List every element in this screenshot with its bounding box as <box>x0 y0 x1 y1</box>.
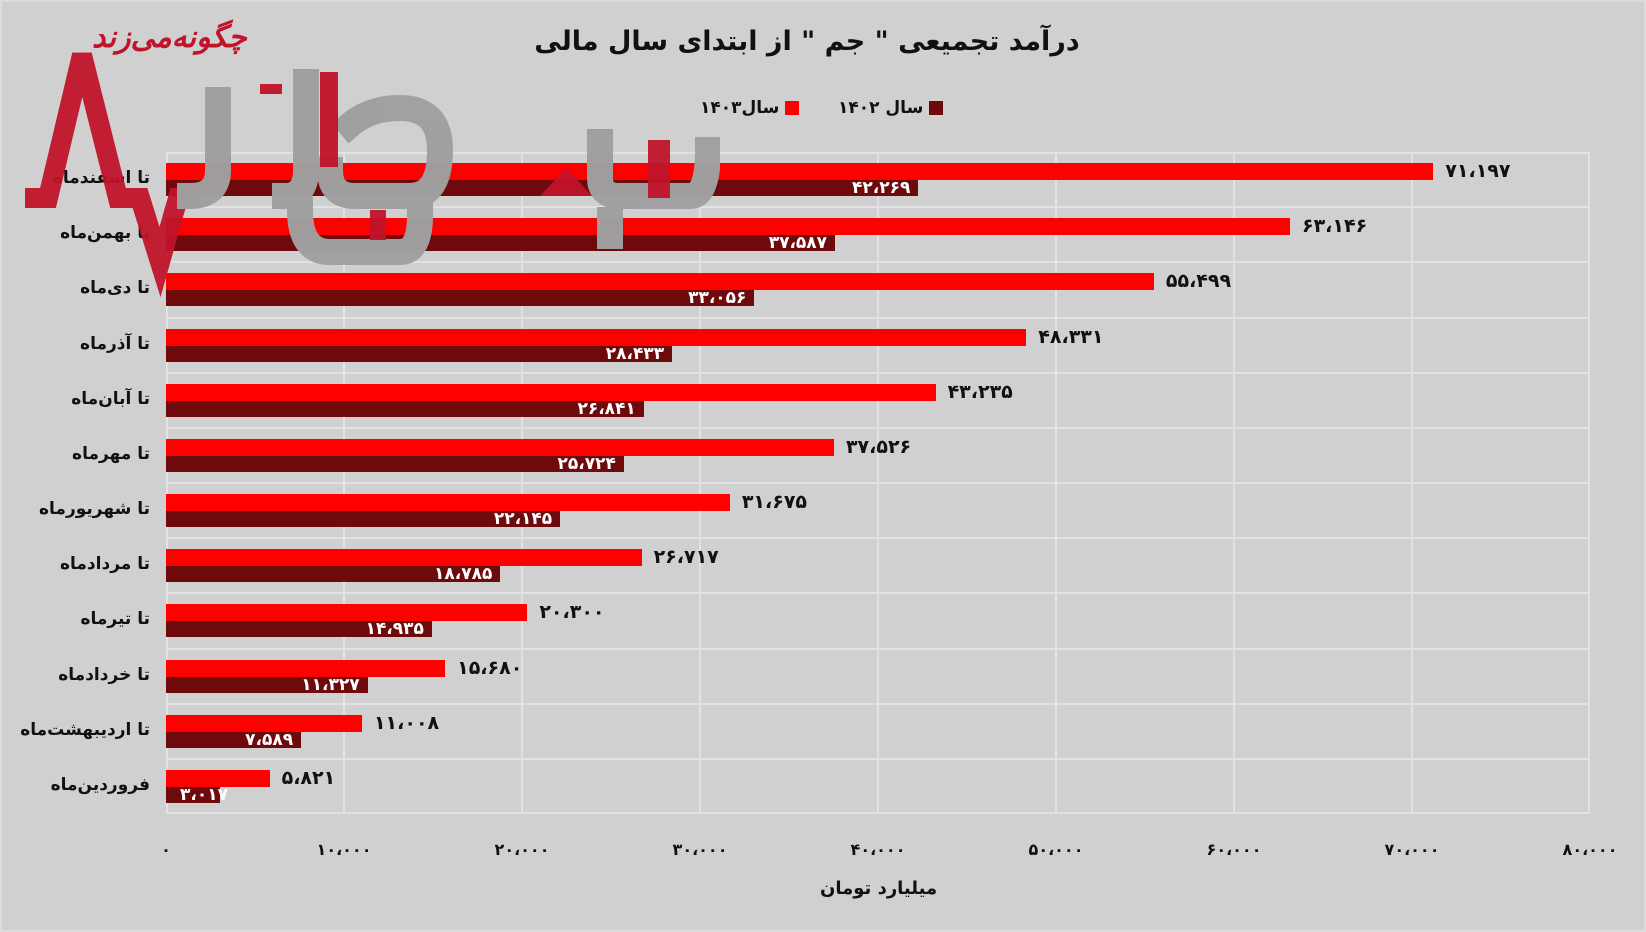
data-label-1403: ۵۵،۴۹۹ <box>1165 270 1232 293</box>
data-label-1403: ۱۵،۶۸۰ <box>457 656 523 679</box>
data-label-1402: ۱۱،۳۲۷ <box>301 674 360 695</box>
x-tick-label: ۲۰،۰۰۰ <box>494 840 550 859</box>
x-tick-label: ۰ <box>161 840 171 859</box>
horizontal-gridline <box>166 482 1590 484</box>
data-label-1402: ۳۳،۰۵۶ <box>688 288 747 309</box>
bar-1402 <box>166 180 919 196</box>
bar-1402 <box>166 621 432 638</box>
x-axis-title: میلیارد تومان <box>820 878 938 899</box>
bar-1403 <box>166 549 642 567</box>
bar-1402 <box>166 235 836 252</box>
bar-1402 <box>166 786 220 803</box>
category-label: فروردین‌ماه <box>50 774 150 795</box>
data-label-1403: ۲۰،۳۰۰ <box>539 601 605 624</box>
x-tick-label: ۱۰،۰۰۰ <box>316 840 372 859</box>
category-label: تا تیرماه <box>80 609 150 630</box>
category-label: تا آذرماه <box>80 333 150 354</box>
data-label-1403: ۵،۸۲۱ <box>281 766 336 789</box>
bar-1403 <box>166 328 1027 346</box>
bar-1403 <box>166 163 1434 180</box>
legend-swatch-1402 <box>929 101 944 115</box>
bar-1402 <box>166 731 302 748</box>
data-label-1402: ۲۶،۸۴۱ <box>577 398 636 419</box>
data-label-1403: ۴۳،۲۳۵ <box>947 380 1013 403</box>
data-label-1403: ۳۷،۵۲۶ <box>845 435 912 458</box>
legend-label-1402: سال ۱۴۰۲ <box>838 98 924 118</box>
horizontal-gridline <box>166 702 1590 705</box>
legend-item-1402: سال ۱۴۰۲ <box>838 98 944 118</box>
horizontal-gridline <box>166 757 1590 760</box>
bar-1403 <box>166 438 834 456</box>
data-label-1403: ۱۱،۰۰۸ <box>373 711 440 734</box>
bar-1402 <box>166 455 624 472</box>
horizontal-gridline <box>166 592 1590 595</box>
bar-1402 <box>166 511 561 527</box>
legend-swatch-1403 <box>785 101 800 115</box>
x-tick-label: ۳۰،۰۰۰ <box>672 840 728 859</box>
legend-item-1403: سال۱۴۰۳ <box>700 98 800 118</box>
bar-1403 <box>166 218 1290 236</box>
category-label: تا اسفندماه <box>52 168 150 188</box>
bar-1402 <box>166 676 368 693</box>
bar-1402 <box>166 345 673 362</box>
data-label-1403: ۳۱،۶۷۵ <box>741 491 808 513</box>
bar-1403 <box>166 714 362 732</box>
data-label-1402: ۳۷،۵۸۷ <box>768 233 828 254</box>
bar-1403 <box>166 604 528 622</box>
bar-1403 <box>166 383 936 401</box>
bar-1403 <box>166 494 730 511</box>
data-label-1402: ۲۵،۷۲۴ <box>557 453 616 474</box>
horizontal-gridline <box>166 537 1590 540</box>
data-label-1402: ۷،۵۸۹ <box>245 729 294 750</box>
chart-title-text: درآمد تجمیعی " جم " از ابتدای سال مالی <box>534 26 1080 57</box>
data-label-1403: ۷۱،۱۹۷ <box>1445 160 1511 182</box>
category-label: تا مهرماه <box>72 443 150 464</box>
chart-title: درآمد تجمیعی " جم " از ابتدای سال مالی <box>0 26 1646 57</box>
horizontal-gridline <box>166 426 1590 429</box>
data-label-1402: ۴۲،۲۶۹ <box>852 178 911 198</box>
horizontal-gridline <box>166 316 1590 319</box>
data-label-1403: ۴۸،۳۳۱ <box>1038 325 1104 348</box>
data-label-1403: ۶۳،۱۴۶ <box>1301 215 1368 238</box>
data-label-1402: ۳،۰۱۷ <box>180 784 228 805</box>
category-label: تا شهریورماه <box>39 499 150 519</box>
category-label: تا آبان‌ماه <box>71 388 150 409</box>
category-label: تا بهمن‌ماه <box>60 223 150 244</box>
category-label: تا دی‌ماه <box>80 278 150 299</box>
category-label: تا مردادماه <box>59 554 150 575</box>
x-tick-label: ۸۰،۰۰۰ <box>1562 840 1618 859</box>
data-label-1402: ۱۴،۹۳۵ <box>365 619 424 640</box>
data-label-1402: ۲۸،۴۳۳ <box>605 343 665 364</box>
category-label: تا اردیبهشت‌ماه <box>20 719 150 740</box>
horizontal-gridline <box>166 261 1590 264</box>
x-tick-label: ۶۰،۰۰۰ <box>1206 840 1262 859</box>
legend-label-1403: سال۱۴۰۳ <box>700 98 780 118</box>
horizontal-gridline <box>166 371 1590 374</box>
x-tick-label: ۷۰،۰۰۰ <box>1384 840 1440 859</box>
bar-1403 <box>166 273 1154 291</box>
x-tick-label: ۵۰،۰۰۰ <box>1028 840 1084 859</box>
x-tick-label: ۴۰،۰۰۰ <box>850 840 906 859</box>
data-label-1402: ۱۸،۷۸۵ <box>434 564 493 585</box>
category-label: تا خردادماه <box>58 664 150 685</box>
bar-1402 <box>166 566 501 583</box>
bar-1402 <box>166 400 644 417</box>
data-label-1402: ۲۲،۱۴۵ <box>493 509 553 529</box>
horizontal-gridline <box>166 206 1590 209</box>
bar-1403 <box>166 659 446 677</box>
data-label-1403: ۲۶،۷۱۷ <box>653 546 719 569</box>
horizontal-gridline <box>166 647 1590 650</box>
bar-1402 <box>166 290 755 307</box>
bar-1403 <box>166 769 270 787</box>
